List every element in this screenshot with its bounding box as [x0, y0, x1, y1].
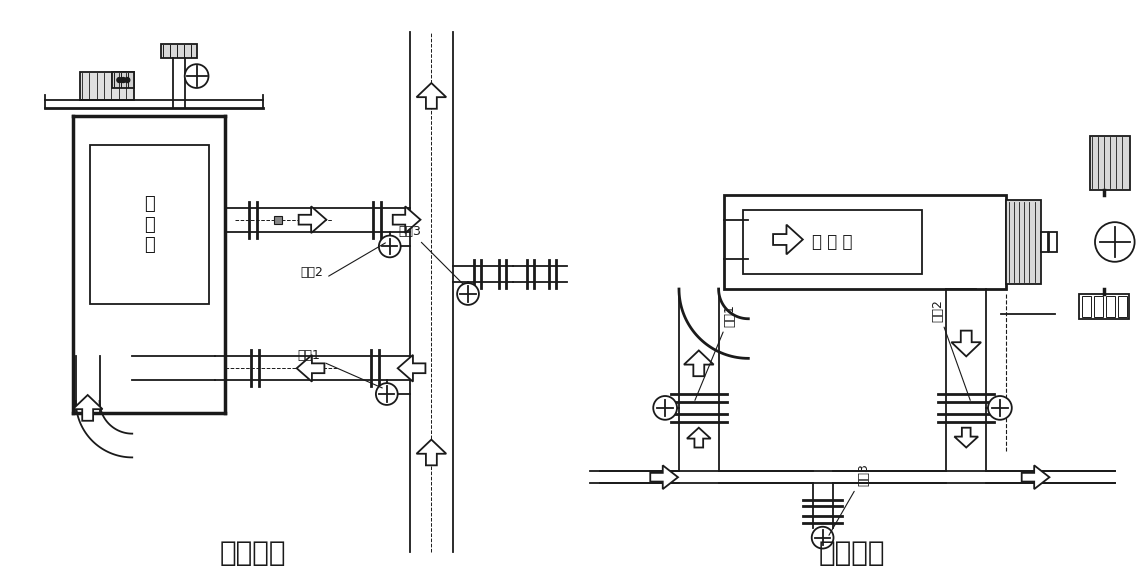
Polygon shape: [417, 440, 447, 465]
Bar: [1091, 135, 1130, 190]
Text: 卧式安装: 卧式安装: [819, 540, 885, 568]
Circle shape: [379, 235, 401, 258]
Bar: [1040, 232, 1048, 252]
Bar: [274, 215, 281, 224]
Bar: [161, 44, 196, 58]
Bar: [1106, 296, 1115, 317]
Bar: [744, 210, 922, 274]
Polygon shape: [952, 331, 982, 356]
Polygon shape: [687, 427, 711, 447]
Text: 高 置 箱: 高 置 箱: [813, 233, 853, 251]
Bar: [723, 195, 1006, 289]
Polygon shape: [393, 206, 420, 233]
Text: 阀门3: 阀门3: [398, 225, 463, 284]
Polygon shape: [684, 350, 714, 376]
Text: 阀门1: 阀门1: [695, 304, 737, 401]
Bar: [1006, 200, 1040, 284]
Circle shape: [185, 64, 209, 88]
Text: 阀门2: 阀门2: [931, 299, 970, 400]
Bar: [90, 145, 209, 304]
Polygon shape: [298, 206, 326, 233]
Text: 阀门2: 阀门2: [301, 243, 386, 279]
Circle shape: [457, 283, 479, 305]
Circle shape: [1095, 222, 1134, 262]
Polygon shape: [296, 355, 325, 381]
Circle shape: [121, 78, 126, 82]
Circle shape: [653, 396, 677, 420]
Circle shape: [117, 78, 122, 82]
Bar: [1118, 296, 1126, 317]
Polygon shape: [72, 395, 102, 420]
Polygon shape: [1022, 465, 1049, 489]
Text: 阀门1: 阀门1: [297, 349, 382, 388]
Polygon shape: [954, 427, 978, 447]
Polygon shape: [397, 355, 426, 381]
Bar: [113, 72, 134, 88]
Polygon shape: [650, 465, 678, 489]
Polygon shape: [773, 225, 802, 255]
Bar: [1049, 232, 1057, 252]
Bar: [1079, 294, 1128, 319]
Text: 阀门3: 阀门3: [829, 463, 870, 536]
Bar: [1083, 296, 1091, 317]
Circle shape: [812, 527, 833, 548]
Circle shape: [988, 396, 1011, 420]
Text: 立式安装: 立式安装: [219, 540, 286, 568]
Circle shape: [375, 383, 397, 405]
Text: 控
制
柜: 控 制 柜: [144, 195, 155, 255]
Bar: [79, 72, 134, 100]
Bar: [1094, 296, 1103, 317]
Circle shape: [125, 78, 130, 82]
Polygon shape: [417, 83, 447, 109]
